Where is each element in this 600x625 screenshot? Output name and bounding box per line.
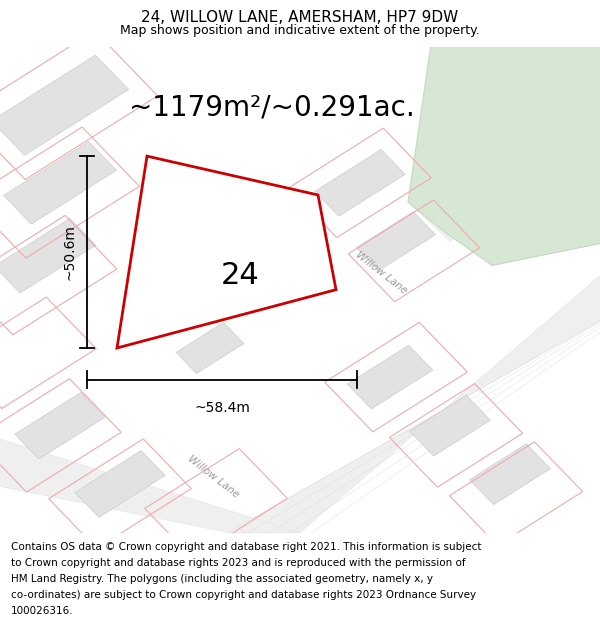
Polygon shape <box>408 37 600 266</box>
Polygon shape <box>0 436 300 532</box>
Polygon shape <box>176 322 244 373</box>
Polygon shape <box>315 149 405 216</box>
Polygon shape <box>470 444 550 504</box>
Text: ~58.4m: ~58.4m <box>194 401 250 416</box>
Polygon shape <box>347 345 433 409</box>
Polygon shape <box>75 451 165 518</box>
Polygon shape <box>0 55 128 155</box>
Text: ~50.6m: ~50.6m <box>62 224 76 280</box>
Text: Map shows position and indicative extent of the property.: Map shows position and indicative extent… <box>120 24 480 36</box>
Text: Willow Lane: Willow Lane <box>185 454 241 500</box>
Polygon shape <box>408 96 600 241</box>
Text: 24: 24 <box>221 261 259 289</box>
Polygon shape <box>228 266 600 532</box>
Polygon shape <box>137 199 223 263</box>
Polygon shape <box>117 156 336 348</box>
Polygon shape <box>356 212 436 271</box>
Text: 24, WILLOW LANE, AMERSHAM, HP7 9DW: 24, WILLOW LANE, AMERSHAM, HP7 9DW <box>142 10 458 25</box>
Text: Contains OS data © Crown copyright and database right 2021. This information is : Contains OS data © Crown copyright and d… <box>11 542 481 552</box>
Polygon shape <box>4 142 116 224</box>
Text: co-ordinates) are subject to Crown copyright and database rights 2023 Ordnance S: co-ordinates) are subject to Crown copyr… <box>11 590 476 600</box>
Text: 100026316.: 100026316. <box>11 606 73 616</box>
Text: ~1179m²/~0.291ac.: ~1179m²/~0.291ac. <box>129 94 415 122</box>
Polygon shape <box>0 218 96 293</box>
Text: to Crown copyright and database rights 2023 and is reproduced with the permissio: to Crown copyright and database rights 2… <box>11 558 466 568</box>
Polygon shape <box>194 264 262 315</box>
Text: HM Land Registry. The polygons (including the associated geometry, namely x, y: HM Land Registry. The polygons (includin… <box>11 574 433 584</box>
Text: Willow Lane: Willow Lane <box>353 249 409 296</box>
Polygon shape <box>410 395 490 456</box>
Polygon shape <box>15 392 105 459</box>
